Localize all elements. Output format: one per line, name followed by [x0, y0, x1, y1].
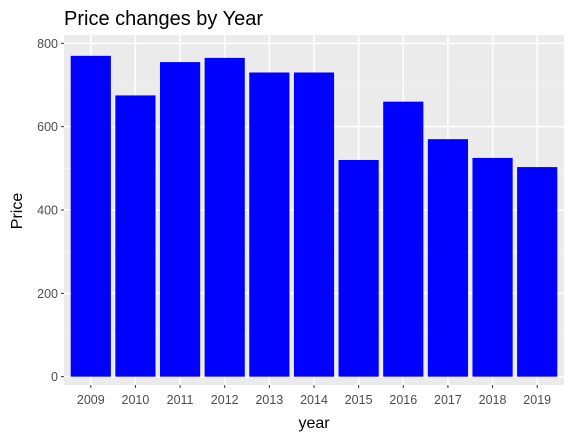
bar-2017	[428, 139, 468, 377]
x-tick-label: 2018	[479, 393, 507, 407]
bar-2014	[294, 73, 334, 377]
x-tick-label: 2013	[255, 393, 283, 407]
bar-2011	[160, 62, 200, 377]
y-tick-label: 800	[37, 37, 58, 51]
chart-title: Price changes by Year	[64, 8, 263, 30]
x-tick-label: 2016	[389, 393, 417, 407]
x-tick-label: 2015	[345, 393, 373, 407]
x-tick-label: 2014	[300, 393, 328, 407]
bar-2010	[115, 95, 155, 376]
bar-2009	[71, 56, 111, 377]
x-axis-title: year	[298, 415, 330, 432]
bar-2015	[339, 160, 379, 377]
x-tick-label: 2012	[211, 393, 239, 407]
x-tick-label: 2011	[167, 393, 194, 407]
y-tick-label: 200	[37, 287, 58, 301]
x-tick-label: 2009	[77, 393, 105, 407]
x-tick-label: 2017	[434, 393, 462, 407]
y-tick-label: 600	[37, 120, 58, 134]
bar-2016	[383, 102, 423, 377]
y-axis: 0 200 400 600 800	[37, 37, 64, 384]
y-tick-label: 400	[37, 204, 58, 218]
x-axis: 2009 2010 2011 2012 2013 2014 2015 2016 2017 2018…	[77, 385, 551, 407]
bar-2012	[205, 58, 245, 377]
x-tick-label: 2019	[523, 393, 551, 407]
y-tick-label: 0	[51, 370, 58, 384]
bar-2018	[472, 158, 512, 377]
bar-2019	[517, 167, 557, 377]
x-tick-label: 2010	[122, 393, 150, 407]
bar-2013	[249, 73, 289, 377]
y-axis-title: Price	[9, 193, 26, 230]
